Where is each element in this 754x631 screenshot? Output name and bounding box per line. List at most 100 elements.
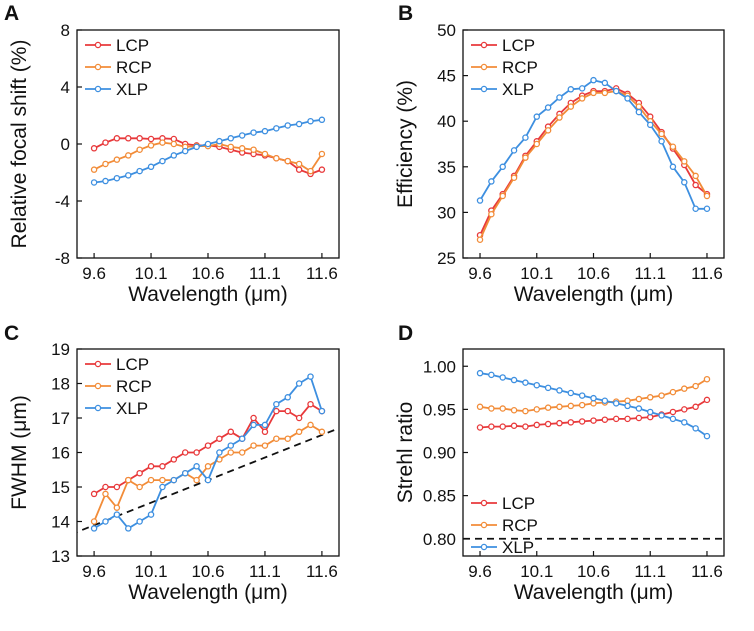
data-point-xlp (590, 76, 597, 84)
data-point-rcp (90, 166, 98, 173)
y-tick-label: 18 (51, 375, 70, 394)
data-point-xlp (681, 179, 688, 186)
data-point-lcp (499, 423, 506, 430)
legend-marker-lcp (94, 360, 102, 368)
data-point-rcp (318, 150, 326, 158)
data-point-lcp (216, 435, 223, 442)
legend-label: LCP (116, 355, 149, 374)
data-point-xlp (601, 397, 609, 404)
data-point-rcp (635, 395, 643, 403)
data-point-xlp (703, 432, 711, 440)
plot-area (77, 373, 339, 533)
data-point-rcp (307, 421, 314, 429)
x-tick-label: 10.6 (577, 562, 610, 581)
legend-marker-lcp (94, 41, 102, 49)
data-point-xlp (624, 402, 631, 410)
data-point-xlp (635, 405, 643, 412)
plot-area (476, 76, 711, 244)
data-point-lcp (544, 420, 552, 428)
panel-a: A -8 -4 0 4 8 9.6 10.1 10.6 11.1 11.6 Wavelength (μ… (4, 2, 340, 306)
data-point-rcp (522, 407, 529, 415)
data-point-xlp (556, 94, 563, 101)
x-tick-label: 10.6 (577, 264, 610, 283)
data-point-rcp (113, 156, 121, 163)
data-point-xlp (273, 125, 280, 132)
y-axis-label: Relative focal shift (%) (8, 40, 31, 249)
data-point-xlp (646, 408, 654, 416)
plot-area (463, 369, 724, 540)
data-point-xlp (578, 392, 586, 399)
data-point-xlp (125, 172, 132, 179)
y-tick-label: 0.90 (423, 444, 456, 463)
legend-label: RCP (502, 516, 538, 535)
data-point-lcp (136, 135, 143, 142)
data-point-rcp (692, 172, 699, 180)
data-point-rcp (90, 518, 98, 525)
x-axis-label: Wavelength (μm) (514, 283, 674, 306)
data-point-rcp (646, 394, 654, 401)
data-point-xlp (510, 376, 518, 384)
x-tick-label: 11.1 (249, 264, 281, 283)
data-point-xlp (227, 442, 235, 449)
data-point-rcp (227, 143, 235, 151)
data-point-rcp (703, 192, 711, 200)
data-point-xlp (125, 525, 132, 532)
data-point-xlp (307, 373, 314, 380)
data-point-rcp (250, 442, 257, 449)
data-point-xlp (284, 122, 291, 129)
panel-letter: D (398, 322, 413, 345)
data-point-xlp (136, 518, 143, 525)
data-point-rcp (703, 375, 711, 383)
y-tick-label: 45 (437, 67, 456, 86)
data-point-rcp (307, 167, 314, 175)
data-point-rcp (261, 442, 269, 449)
legend-label: XLP (116, 399, 148, 418)
data-point-rcp (499, 192, 506, 200)
data-point-xlp (646, 121, 654, 129)
data-point-xlp (113, 174, 121, 182)
data-point-rcp (488, 210, 495, 218)
data-point-rcp (147, 142, 155, 149)
data-point-lcp (170, 456, 178, 463)
legend-marker-lcp (480, 41, 488, 49)
data-point-xlp (102, 518, 109, 525)
x-tick-label: 11.6 (306, 562, 338, 581)
data-point-xlp (669, 163, 677, 171)
data-point-rcp (499, 405, 506, 412)
data-point-rcp (113, 504, 121, 511)
data-point-lcp (125, 135, 132, 142)
x-tick-label: 11.6 (306, 264, 338, 283)
data-point-xlp (510, 147, 518, 154)
data-point-lcp (635, 414, 643, 422)
data-point-lcp (510, 422, 518, 430)
data-point-lcp (284, 407, 291, 415)
data-point-lcp (307, 400, 314, 408)
data-point-rcp (261, 150, 269, 158)
data-point-xlp (181, 147, 189, 155)
data-point-lcp (113, 135, 121, 142)
data-point-lcp (590, 417, 597, 424)
data-point-rcp (556, 114, 563, 121)
data-point-rcp (567, 103, 575, 110)
y-tick-label: 16 (51, 444, 70, 463)
data-point-xlp (590, 394, 597, 402)
data-point-lcp (250, 414, 257, 422)
data-point-xlp (261, 127, 269, 135)
data-point-xlp (216, 449, 223, 456)
data-point-lcp (227, 428, 235, 436)
data-point-lcp (102, 483, 109, 491)
x-axis-label: Wavelength (μm) (128, 581, 288, 604)
data-point-lcp (578, 418, 586, 425)
x-tick-label: 9.6 (82, 562, 106, 581)
panel-d: D 0.80 0.85 0.90 0.95 1.00 9.6 10.1 10.6 11.1 11.6… (394, 322, 725, 604)
y-tick-label: 0.95 (423, 400, 456, 419)
data-point-lcp (703, 396, 711, 404)
panel-letter: C (4, 322, 19, 345)
data-point-rcp (125, 476, 132, 484)
legend-label: RCP (502, 58, 538, 77)
x-tick-label: 10.1 (520, 264, 553, 283)
data-point-xlp (250, 421, 257, 429)
data-point-rcp (533, 406, 541, 413)
data-point-lcp (159, 463, 166, 470)
